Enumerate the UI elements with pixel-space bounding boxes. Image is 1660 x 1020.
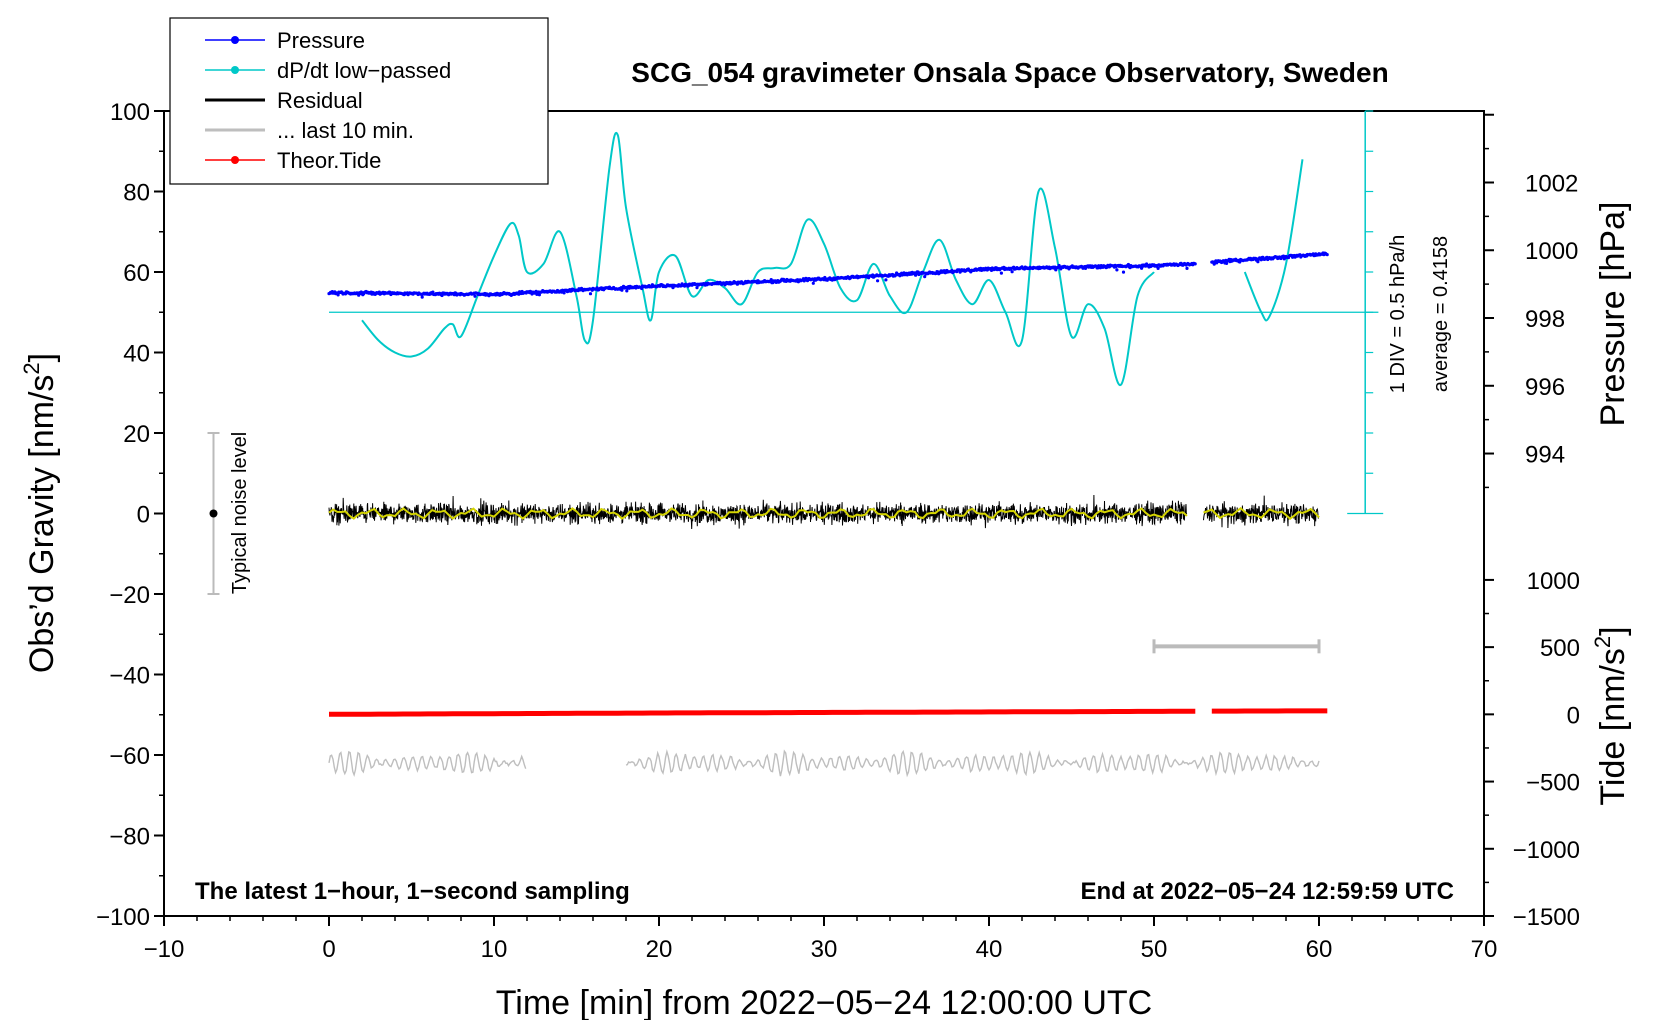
residual-smoothed-line (328, 507, 1188, 520)
y-axis-title-left: Obs’d Gravity [nm/s2] (19, 353, 61, 673)
y-tick-label: −60 (109, 743, 150, 770)
pressure-tick-label: 996 (1525, 374, 1565, 401)
note-div: 1 DIV = 0.5 hPa/h (1387, 235, 1409, 393)
legend: Pressure dP/dt low−passed Residual ... last… (169, 17, 549, 185)
pressure-tick-label: 1000 (1525, 238, 1578, 265)
legend-marker (231, 36, 239, 44)
x-tick-label: 10 (481, 936, 508, 963)
ticks-layer: −10 0 10 20 30 40 50 60 70−100−80−60−40−20020406… (96, 99, 1580, 963)
note-latest-hour: The latest 1−hour, 1−second sampling (195, 878, 630, 905)
y-axis-title-tide: Tide [nm/s2] (1590, 626, 1632, 805)
y-tick-label: −40 (109, 663, 150, 690)
legend-label: Pressure (277, 28, 365, 53)
x-tick-label: 20 (646, 936, 673, 963)
y-axis-title-tide-tail: ] (1594, 626, 1632, 635)
y-tick-label: 60 (123, 260, 150, 287)
x-tick-label: 30 (811, 936, 838, 963)
noise-bar-center (209, 509, 218, 518)
tide-tick-label: −1500 (1513, 904, 1580, 931)
tide-tick-label: 0 (1567, 702, 1580, 729)
y-tick-label: 100 (110, 99, 150, 126)
note-average: average = 0.4158 (1430, 236, 1452, 392)
y-axis-title-tide-main: Tide [nm/s (1594, 648, 1632, 805)
x-tick-label: 70 (1471, 936, 1498, 963)
legend-marker (231, 156, 239, 164)
y-tick-label: 40 (123, 341, 150, 368)
y-tick-label: −20 (109, 582, 150, 609)
legend-label: dP/dt low−passed (277, 58, 451, 83)
residual-smoothed-line (1203, 507, 1320, 520)
note-end-time: End at 2022−05−24 12:59:59 UTC (1080, 878, 1454, 905)
data-layer (207, 110, 1384, 778)
x-tick-label: 0 (322, 936, 335, 963)
legend-label: Residual (277, 88, 363, 113)
x-tick-label: 50 (1141, 936, 1168, 963)
last10-series-line (625, 748, 1320, 778)
pressure-tick-label: 994 (1525, 442, 1565, 469)
legend-label: Theor.Tide (277, 148, 381, 173)
x-axis-title: Time [min] from 2022−05−24 12:00:00 UTC (496, 984, 1152, 1020)
pressure-series-points (327, 261, 1197, 299)
pressure-tick-label: 998 (1525, 306, 1565, 333)
tide-tick-label: −500 (1526, 770, 1580, 797)
y-tick-label: −100 (96, 904, 150, 931)
y-axis-title-left-main: Obs’d Gravity [nm/s (23, 375, 61, 674)
pressure-series-points (1210, 251, 1329, 266)
legend-items: Pressure dP/dt low−passed Residual ... last… (205, 28, 451, 173)
x-tick-label: −10 (144, 936, 185, 963)
y-tick-label: −80 (109, 824, 150, 851)
residual-series-line (328, 494, 1188, 530)
y-axis-title-pressure: Pressure [hPa] (1594, 202, 1632, 427)
tide-series-line (329, 708, 1196, 717)
tide-tick-label: −1000 (1513, 837, 1580, 864)
y-axis-title-tide-sup: 2 (1590, 636, 1615, 648)
y-axis-title-left-tail: ] (23, 353, 61, 362)
legend-marker (231, 66, 239, 74)
x-tick-label: 40 (976, 936, 1003, 963)
x-tick-label: 60 (1306, 936, 1333, 963)
noise-level-label: Typical noise level (229, 432, 251, 594)
tide-tick-label: 500 (1540, 635, 1580, 662)
tide-tick-label: 1000 (1527, 568, 1580, 595)
y-tick-label: 80 (123, 180, 150, 207)
y-tick-label: 0 (137, 502, 150, 529)
legend-label: ... last 10 min. (277, 118, 414, 143)
dpdt-series-line (1243, 159, 1304, 322)
chart-title: SCG_054 gravimeter Onsala Space Observat… (631, 57, 1388, 88)
pressure-tick-label: 1002 (1525, 170, 1578, 197)
y-tick-label: 20 (123, 421, 150, 448)
last10-series-line (328, 750, 527, 778)
y-axis-title-left-sup: 2 (19, 362, 44, 374)
